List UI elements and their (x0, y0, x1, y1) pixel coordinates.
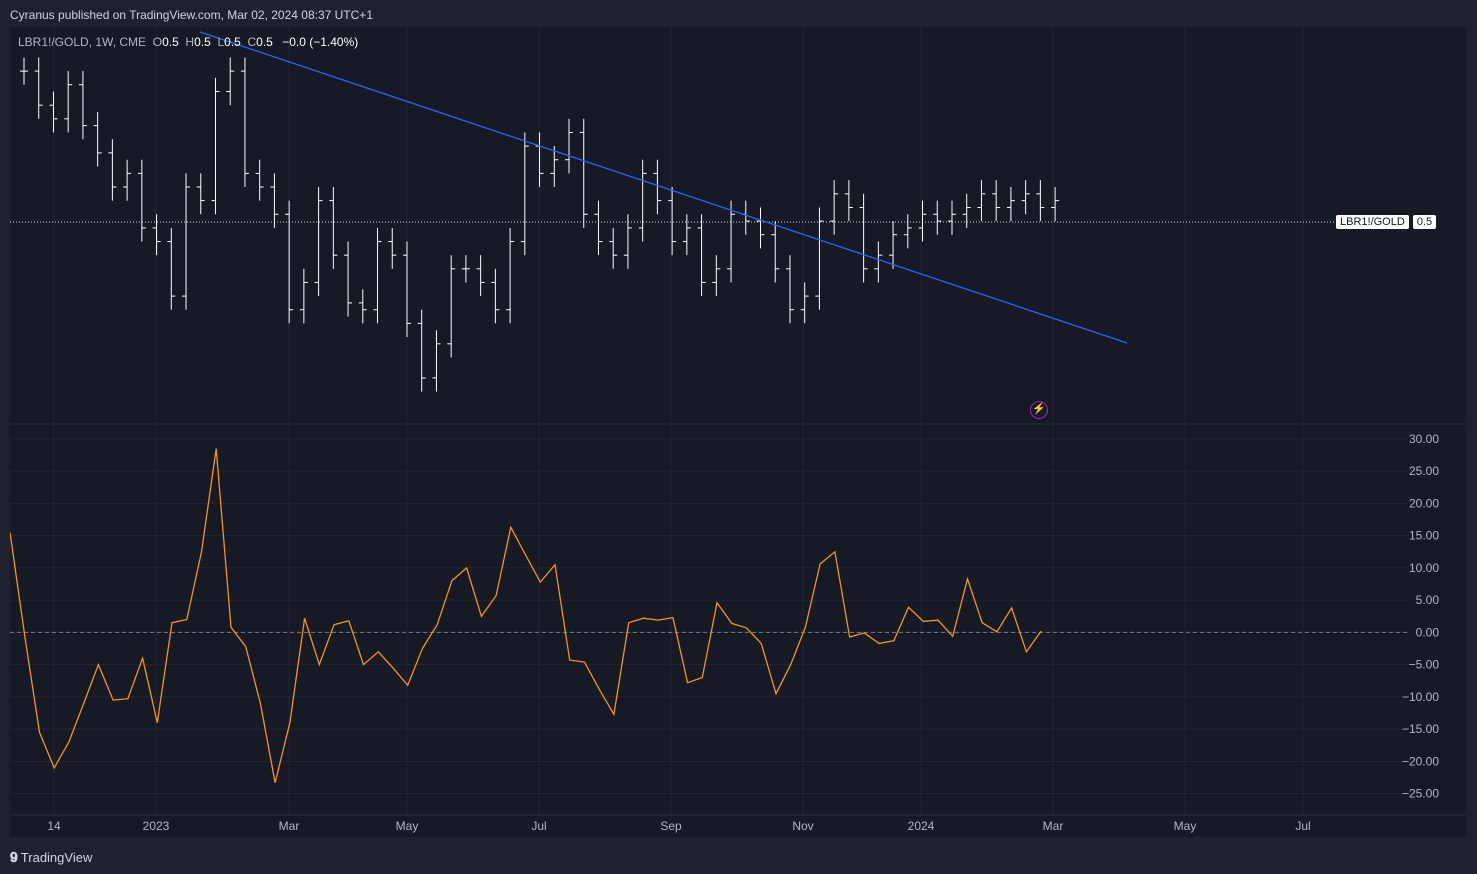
y-tick-label: 25.00 (1409, 464, 1439, 478)
trendline (199, 31, 1128, 344)
x-tick-label: 2024 (908, 819, 935, 833)
x-tick-label: Jul (1295, 819, 1310, 833)
x-tick-label: Sep (660, 819, 682, 833)
price-tag-value: 0.5 (1412, 215, 1437, 229)
legend-change: −0.0 (−1.40%) (282, 35, 359, 49)
y-tick-label: 15.00 (1409, 529, 1439, 543)
price-tag-symbol: LBR1!/GOLD (1336, 215, 1409, 229)
flash-icon[interactable]: ⚡ (1030, 401, 1048, 419)
y-tick-label: 5.00 (1416, 593, 1440, 607)
y-tick-label: −15.00 (1402, 722, 1439, 736)
tradingview-logo-icon: 𝟗 (10, 849, 18, 865)
x-tick-label: 2023 (143, 819, 170, 833)
legend-open-label: O (152, 35, 163, 49)
symbol-legend[interactable]: LBR1!/GOLD, 1W, CME O0.5 H0.5 L0.5 C0.5 … (18, 35, 358, 49)
legend-close: 0.5 (256, 35, 273, 49)
legend-low: 0.5 (224, 35, 241, 49)
publish-header: Cyranus published on TradingView.com, Ma… (10, 8, 373, 22)
x-tick-label: 14 (47, 819, 61, 833)
y-tick-label: 20.00 (1409, 496, 1439, 510)
legend-symbol: LBR1!/GOLD, 1W, CME (18, 35, 147, 49)
footer[interactable]: 𝟗 TradingView (10, 849, 92, 866)
footer-brand: TradingView (20, 850, 93, 865)
legend-close-label: C (247, 35, 257, 49)
oscillator-series-line (10, 448, 1042, 783)
y-tick-label: −5.00 (1409, 658, 1440, 672)
chart-svg[interactable]: 14 2023 Mar May Jul Sep Nov 2024 Mar May Jul 30.00 2… (10, 27, 1466, 837)
x-tick-label: Nov (792, 819, 813, 833)
x-tick-label: Jul (531, 819, 546, 833)
x-tick-label: May (1174, 819, 1197, 833)
y-tick-label: −20.00 (1402, 754, 1439, 768)
y-tick-label: −10.00 (1402, 690, 1439, 704)
legend-high: 0.5 (194, 35, 211, 49)
y-tick-label: 0.00 (1416, 625, 1440, 639)
x-tick-label: Mar (279, 819, 300, 833)
chart-area[interactable]: 14 2023 Mar May Jul Sep Nov 2024 Mar May Jul 30.00 2… (10, 27, 1466, 837)
price-tag: LBR1!/GOLD 0.5 (1336, 215, 1437, 229)
y-tick-label: 10.00 (1409, 561, 1439, 575)
y-tick-label: 30.00 (1409, 432, 1439, 446)
y-tick-label: −25.00 (1402, 787, 1439, 801)
x-tick-label: May (396, 819, 419, 833)
legend-low-label: L (217, 35, 225, 49)
legend-high-label: H (185, 35, 195, 49)
legend-open: 0.5 (162, 35, 179, 49)
x-tick-label: Mar (1043, 819, 1064, 833)
